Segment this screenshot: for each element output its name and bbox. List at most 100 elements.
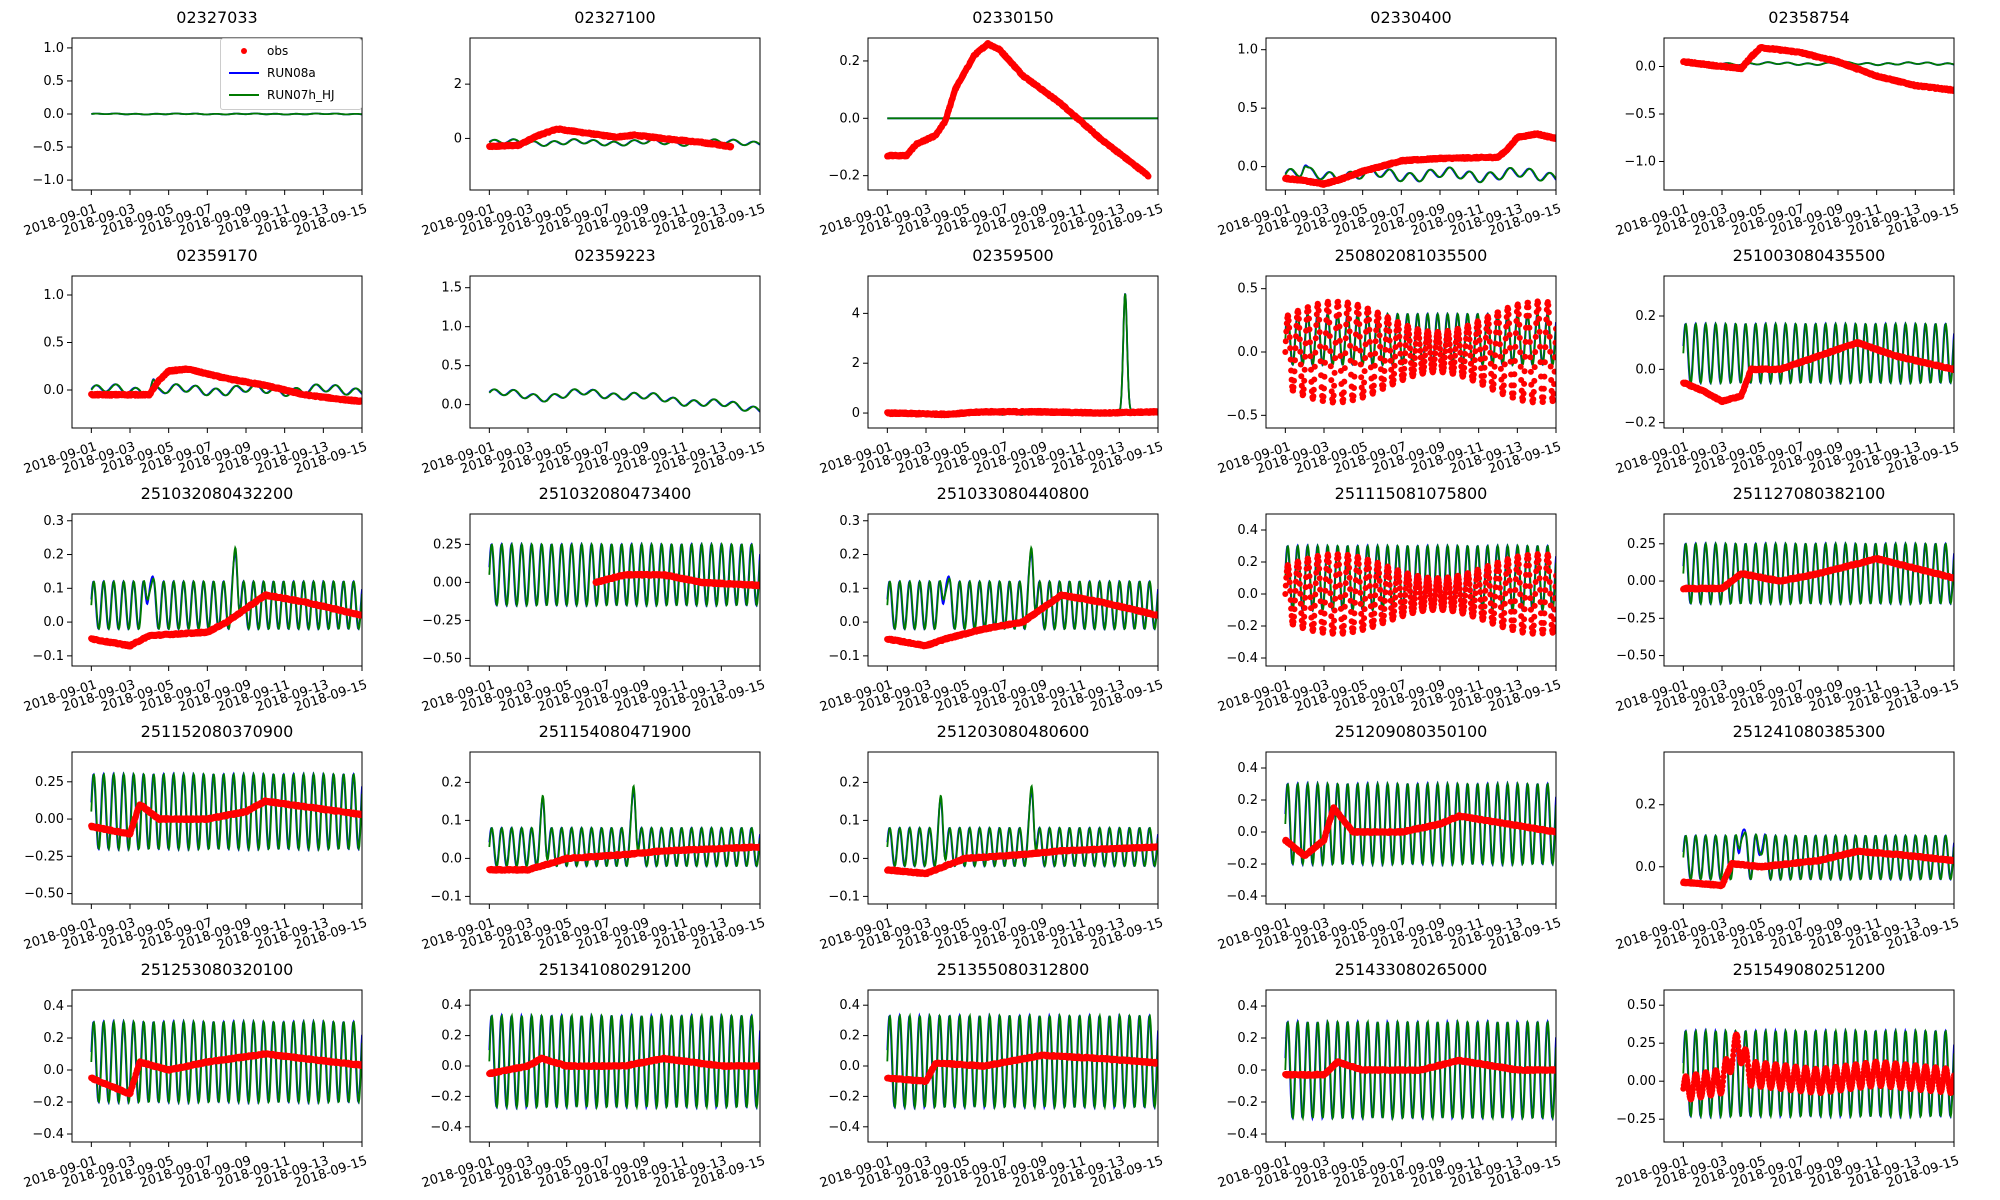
obs-point [1331,369,1338,376]
obs-point [1546,333,1553,340]
obs-point [1311,376,1318,383]
obs-point [1540,385,1547,392]
obs-point [1487,349,1494,356]
series-run07h-hj-line [488,388,760,412]
obs-point [1472,348,1479,355]
obs-point [1406,331,1413,338]
panel-title: 02327100 [574,8,656,27]
obs-point [1950,87,1954,94]
obs-point [1391,362,1398,369]
panel-title: 251003080435500 [1732,246,1886,265]
obs-point [1340,396,1347,403]
obs-point [1341,365,1348,372]
obs-point [1462,350,1469,357]
obs-point [1541,359,1548,366]
obs-point [1511,358,1518,364]
obs-point [1470,371,1477,378]
obs-point [727,143,735,150]
obs-point [1328,377,1335,384]
obs-point [1307,339,1313,346]
obs-point [1395,326,1402,333]
obs-point [1520,396,1527,403]
obs-point [1385,320,1392,327]
axes-frame [867,275,1159,429]
obs-point [1381,368,1388,374]
obs-point [1325,301,1332,308]
series-layer [488,388,760,413]
x-tick-label: 2018-09-15 [691,202,767,240]
obs-point [1351,373,1358,380]
x-tick-label: 2018-09-15 [1089,440,1165,478]
obs-point [1522,338,1529,345]
series-run08a-line [886,293,1158,416]
obs-point [1545,302,1552,309]
obs-point [1526,324,1533,331]
obs-point [1286,334,1293,341]
obs-point [1490,381,1497,388]
obs-point [358,397,362,404]
obs-point [1336,323,1343,330]
panel-title: 250802081035500 [1334,246,1488,265]
x-tick-label: 2018-09-15 [1885,440,1961,478]
obs-point [1301,366,1308,373]
obs-point [1351,360,1358,366]
x-tick-label: 2018-09-15 [1487,202,1563,240]
obs-point [1511,371,1518,378]
obs-point [1516,334,1523,341]
obs-point [1355,304,1362,311]
obs-point [1330,398,1337,405]
series-run07h-hj-line [91,112,362,116]
legend-item: RUN08a [229,65,316,81]
obs-point [1461,364,1468,371]
series-layer [1282,130,1556,188]
obs-point [1313,322,1320,329]
obs-point [1411,355,1418,361]
obs-point [1467,352,1474,359]
legend-label: RUN08a [267,66,316,80]
obs-point [1351,385,1357,391]
obs-point [1461,358,1468,365]
y-tick-label: 1.0 [1237,43,1258,58]
obs-point [1362,355,1369,361]
obs-point [1506,331,1513,338]
y-tick-label: −0.5 [1624,107,1656,122]
obs-point [1371,373,1378,380]
obs-point [1532,333,1539,340]
obs-point [1425,333,1432,340]
obs-point [1521,380,1528,387]
obs-point [1527,368,1534,375]
obs-point [1352,345,1359,352]
obs-point [1327,363,1334,370]
obs-point [1421,363,1428,370]
obs-point [1536,315,1543,322]
axes-frame [469,275,761,429]
obs-point [1505,306,1512,313]
panel-251032080432200: 251032080432200 −0.1 0.0 0.1 0.2 0.3 2018-09-0… [0,476,380,715]
obs-point [1481,355,1488,362]
obs-point [1522,353,1529,360]
series-run07h-hj-line [488,138,760,147]
obs-point [1437,345,1443,352]
obs-point [1440,364,1447,371]
panel-plot: 0.00.51.01.52018-09-012018-09-032018-09-… [420,275,767,477]
obs-point [1360,388,1367,395]
panel-02359170: 02359170 0.0 0.5 1.0 2018-09-01 2018-09-03 201… [0,238,380,477]
legend: obs RUN08a RUN07h_HJ [220,38,362,110]
obs-point [1490,385,1497,392]
obs-point [1485,315,1492,322]
obs-point [1417,347,1424,354]
obs-point [1365,309,1372,316]
obs-point [1451,359,1458,366]
obs-point [1421,358,1428,365]
panel-title: 02359223 [574,246,656,265]
series-run07h-hj-line [1284,165,1556,184]
obs-point [1322,344,1329,351]
obs-point [1315,307,1322,314]
obs-point [1460,369,1467,376]
obs-point [1291,368,1298,375]
panel-02327033: 02327033 −1.0 −0.5 0.0 0.5 1.0 2018-09-01 2018-… [0,0,380,239]
obs-point [1356,333,1363,340]
series-layer [1680,321,1954,406]
panel-plot: −0.10.00.10.20.32018-09-012018-09-032018… [22,513,369,715]
